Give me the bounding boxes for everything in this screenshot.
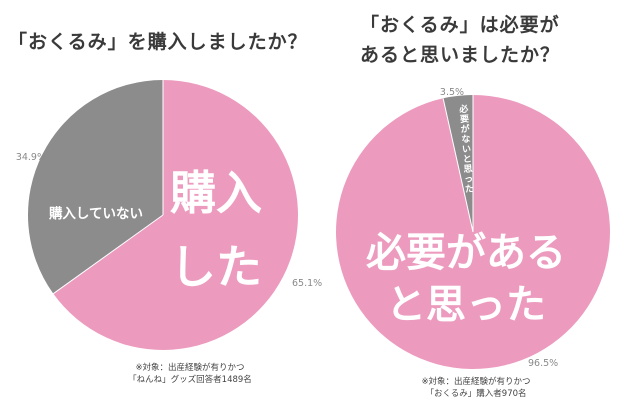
left-chart-note: ※対象：出産経験が有りかつ 「ねんね」グッズ回答者1489名 bbox=[100, 362, 280, 386]
right-note-line-2: 「おくるみ」購入者970名 bbox=[425, 389, 527, 399]
right-vertical-label-char: な bbox=[461, 134, 471, 146]
right-vertical-label-char: い bbox=[462, 145, 472, 156]
right-vertical-label-char: が bbox=[460, 123, 471, 136]
right-chart-title-line-1: 「おくるみ」は必要が bbox=[360, 14, 560, 36]
left-pct-label-2: 34.9% bbox=[16, 152, 46, 163]
left-big-label-line-1: 購入 bbox=[170, 166, 262, 220]
right-chart-note: ※対象：出産経験が有りかつ 「おくるみ」購入者970名 bbox=[386, 376, 566, 400]
right-big-label-line-2: と思った bbox=[386, 282, 546, 328]
right-pct-label-2: 3.5% bbox=[440, 87, 464, 98]
left-pie-slice-2 bbox=[28, 80, 164, 294]
left-small-label: 購入していない bbox=[48, 205, 143, 222]
right-vertical-label-char: 必 bbox=[458, 103, 469, 116]
right-vertical-label-char: と bbox=[462, 154, 472, 166]
left-pct-label-1: 65.1% bbox=[292, 278, 322, 289]
right-vertical-label-char: 思 bbox=[463, 164, 473, 176]
right-big-label-line-1: 必要がある bbox=[366, 230, 566, 276]
left-big-label-line-2: した bbox=[170, 240, 262, 294]
left-note-line-1: ※対象：出産経験が有りかつ bbox=[135, 363, 245, 373]
left-pie-slice-1 bbox=[53, 80, 299, 351]
left-slice-divider-2 bbox=[52, 214, 164, 295]
left-note-line-2: 「ねんね」グッズ回答者1489名 bbox=[128, 375, 252, 385]
right-chart-title-line-2: あると思いましたか？ bbox=[360, 44, 561, 66]
right-vertical-label-char: た bbox=[465, 184, 475, 196]
right-vertical-label-char: 要 bbox=[460, 114, 470, 126]
right-slice-divider-2 bbox=[442, 98, 474, 233]
right-vertical-label-char: っ bbox=[464, 175, 474, 186]
right-pct-label-1: 96.5% bbox=[528, 358, 558, 369]
left-chart-title: 「おくるみ」を購入しましたか？ bbox=[8, 31, 308, 53]
right-note-line-1: ※対象：出産経験が有りかつ bbox=[421, 377, 531, 387]
